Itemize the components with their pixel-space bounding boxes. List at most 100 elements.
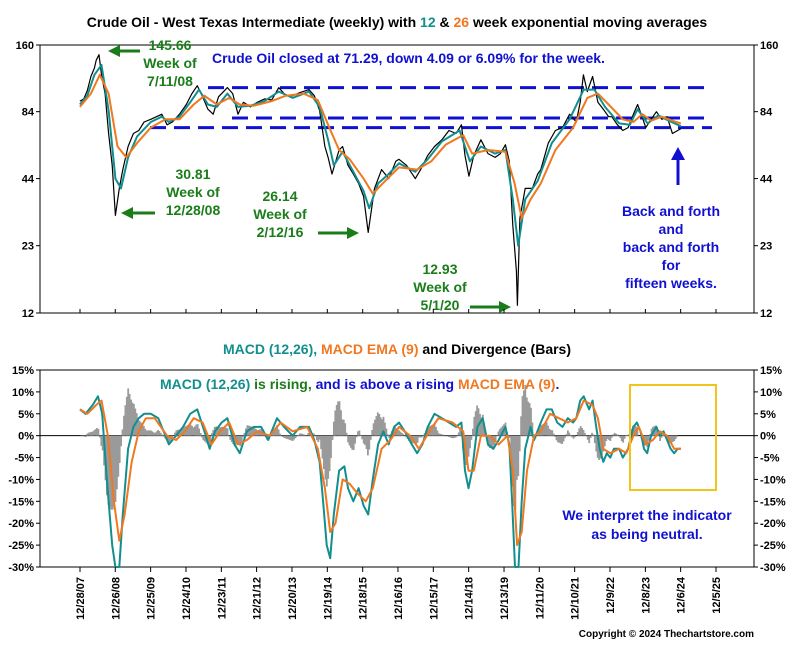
price-tick-label-left: 44 (22, 174, 35, 186)
divergence-bar (574, 435, 576, 438)
divergence-bar (584, 432, 586, 436)
divergence-bar (453, 435, 456, 438)
divergence-bar (426, 427, 429, 436)
divergence-bar (466, 435, 469, 461)
divergence-bar (359, 434, 362, 436)
macd-tick-label-left: 5% (18, 409, 34, 421)
date-tick-label: 12/9/22 (605, 577, 617, 614)
divergence-bar (201, 435, 203, 438)
divergence-bar (452, 435, 454, 439)
divergence-bar (616, 434, 619, 436)
divergence-bar (612, 434, 615, 436)
divergence-bar (470, 435, 473, 440)
divergence-bar (463, 435, 466, 462)
macd-tick-label-left: -25% (8, 540, 34, 552)
divergence-bar (518, 435, 521, 452)
macd-note-part-2: is rising, (250, 376, 315, 392)
divergence-bar (415, 435, 417, 444)
divergence-bar (174, 432, 176, 436)
divergence-bar (158, 431, 161, 436)
divergence-bar (304, 435, 307, 436)
divergence-bar (212, 430, 215, 436)
divergence-bar (367, 435, 369, 456)
divergence-bar (228, 435, 230, 437)
macd-ema-line (79, 399, 681, 547)
divergence-bar (347, 435, 349, 443)
divergence-bar (555, 435, 558, 441)
divergence-bar (571, 435, 573, 438)
divergence-bar (162, 435, 165, 437)
divergence-bar (330, 435, 332, 459)
date-axis: 12/28/07 12/26/08 12/25/09 12/24/10 12/23/11… (75, 309, 723, 620)
price-line (79, 54, 682, 306)
divergence-bar (378, 414, 381, 436)
title-part-5: week exponential moving averages (469, 14, 707, 30)
annotation-high-date: 7/11/08 (147, 73, 193, 89)
divergence-bar (670, 435, 673, 444)
divergence-bar (318, 435, 321, 440)
divergence-bar (345, 432, 348, 436)
divergence-bar (357, 431, 359, 436)
macd-tick-label-right: 5% (760, 409, 776, 421)
divergence-bar (476, 405, 478, 436)
divergence-bar (396, 429, 399, 436)
divergence-bar (137, 417, 139, 436)
divergence-bar (250, 426, 253, 436)
divergence-bar (581, 428, 583, 436)
date-tick-label: 12/10/21 (570, 577, 582, 620)
divergence-bar (517, 435, 520, 477)
macd-tick-label-left: 15% (12, 365, 34, 377)
divergence-bar (446, 435, 449, 437)
macd-tick-label-left: 10% (12, 387, 34, 399)
divergence-bar (490, 435, 493, 448)
divergence-bar (216, 426, 219, 436)
divergence-bar (274, 427, 277, 436)
divergence-bar (548, 428, 551, 436)
divergence-bar (249, 426, 252, 436)
price-series-lines (79, 54, 682, 306)
divergence-bar (603, 435, 606, 447)
macd-tick-label-left: 0% (18, 431, 34, 443)
divergence-bar (592, 434, 595, 436)
chart-title: Crude Oil - West Texas Intermediate (wee… (87, 14, 708, 30)
divergence-bar (567, 430, 569, 436)
divergence-bar (113, 435, 115, 503)
divergence-bar (454, 435, 457, 438)
divergence-bar (125, 396, 128, 436)
divergence-bar (494, 435, 497, 441)
divergence-bar (242, 435, 244, 438)
divergence-bar (355, 435, 358, 438)
divergence-bar (602, 435, 605, 452)
divergence-bar (240, 435, 243, 442)
divergence-bar (362, 435, 365, 444)
divergence-bar (148, 430, 151, 436)
price-tick-label-right: 84 (760, 107, 773, 119)
divergence-bar (167, 435, 169, 443)
divergence-bar (440, 434, 443, 436)
divergence-bar (572, 435, 575, 439)
divergence-bar (633, 425, 636, 436)
divergence-bar (625, 434, 627, 436)
divergence-bar (159, 432, 162, 436)
divergence-bar (524, 384, 527, 436)
macd-title: MACD (12,26), MACD EMA (9) and Divergenc… (223, 341, 571, 357)
macd-tick-label-right: 10% (760, 387, 782, 399)
divergence-bar (351, 435, 354, 450)
divergence-bar (368, 435, 371, 450)
divergence-bar (290, 435, 293, 441)
divergence-bar (211, 433, 213, 436)
divergence-bar (489, 435, 491, 448)
divergence-bar (286, 435, 288, 439)
divergence-bar (559, 435, 562, 444)
divergence-bar (606, 435, 609, 439)
divergence-bar (90, 431, 93, 436)
divergence-bar (121, 429, 124, 436)
divergence-bar (660, 435, 663, 438)
divergence-bar (364, 435, 366, 445)
divergence-bar (147, 430, 149, 436)
divergence-bar (192, 427, 195, 436)
divergence-bar (647, 435, 650, 441)
divergence-bar (327, 435, 330, 479)
divergence-bar (491, 435, 494, 448)
